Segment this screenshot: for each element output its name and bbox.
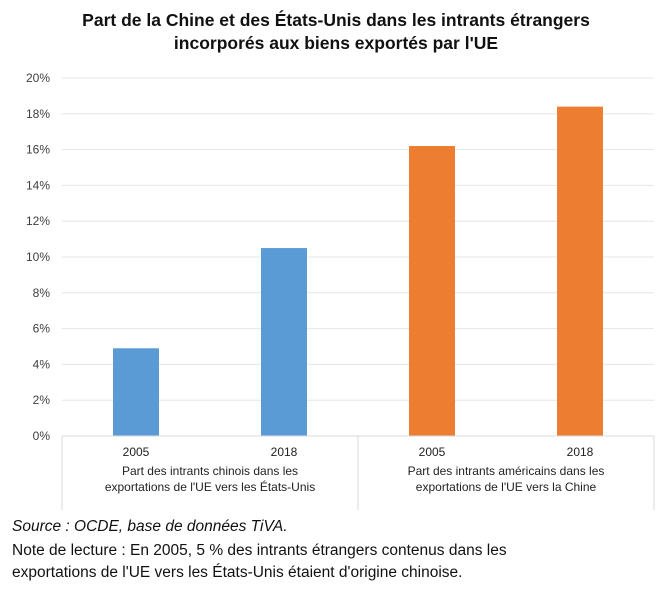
note-line1: Note de lecture : En 2005, 5 % des intra… <box>12 542 507 559</box>
y-tick-label: 6% <box>33 322 51 336</box>
y-tick-label: 2% <box>33 393 51 407</box>
x-tick-label: 2005 <box>419 445 446 459</box>
y-tick-label: 20% <box>26 71 50 85</box>
source-text: Source : OCDE, base de données TiVA. <box>12 518 288 535</box>
bar <box>409 146 455 436</box>
x-tick-label: 2018 <box>567 445 594 459</box>
chart-title-line2: incorporés aux biens exportés par l'UE <box>173 33 499 53</box>
chart-title-line1: Part de la Chine et des États-Unis dans … <box>82 10 590 30</box>
y-tick-label: 4% <box>33 357 51 371</box>
bar-chart: 0% 2% 4% 6% 8% 10% 12% 14% 16% 18% 20% 2005 2018 2005… <box>26 71 655 510</box>
group-label: Part des intrants américains dans les <box>408 464 605 478</box>
note-line2: exportations de l'UE vers les États-Unis… <box>12 564 463 581</box>
group-label: Part des intrants chinois dans les <box>122 464 298 478</box>
y-tick-label: 16% <box>26 143 50 157</box>
x-tick-label: 2005 <box>123 445 150 459</box>
y-tick-label: 12% <box>26 214 50 228</box>
bar <box>557 106 603 436</box>
bar <box>261 248 307 436</box>
bar <box>113 348 159 436</box>
group-label: exportations de l'UE vers les États-Unis <box>105 479 315 494</box>
x-tick-label: 2018 <box>271 445 298 459</box>
y-tick-label: 14% <box>26 178 50 192</box>
y-tick-label: 8% <box>33 286 51 300</box>
y-tick-label: 18% <box>26 107 50 121</box>
y-tick-label: 10% <box>26 250 50 264</box>
y-tick-label: 0% <box>33 429 51 443</box>
group-label: exportations de l'UE vers la Chine <box>416 480 597 494</box>
